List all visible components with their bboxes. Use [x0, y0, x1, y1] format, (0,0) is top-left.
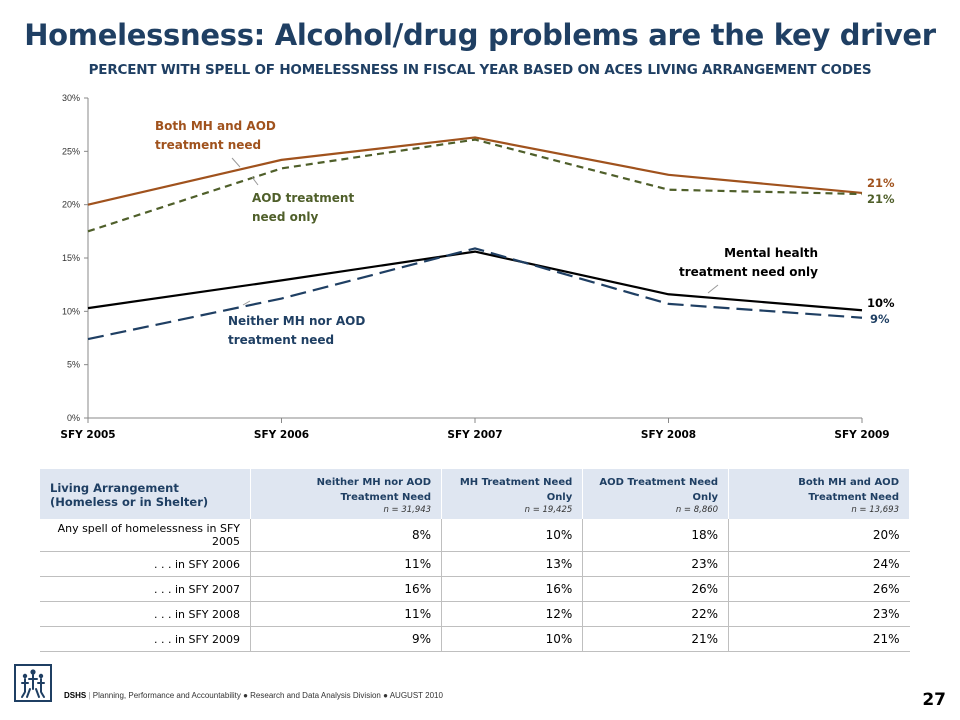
annotation-leader-line — [231, 157, 241, 168]
table-cell: 18% — [582, 519, 730, 552]
series-annotation: Both MH and AOD treatment need — [155, 119, 276, 152]
annotation-leader-line — [251, 176, 259, 186]
table-cell: 16% — [250, 576, 443, 602]
table-cell: 12% — [441, 601, 584, 627]
table-row: . . . in SFY 2008 11% 12% 22% 23% — [40, 601, 910, 627]
table-header-row: Living Arrangement (Homeless or in Shelt… — [40, 469, 910, 519]
series-end-label: 21% — [867, 176, 895, 190]
table-row: . . . in SFY 2006 11% 13% 23% 24% — [40, 551, 910, 577]
col-n: n = 31,943 — [383, 505, 432, 515]
col-name: Neither MH nor AOD Treatment Need — [316, 477, 432, 503]
table-col-header: MH Treatment Need Only n = 19,425 — [441, 469, 584, 519]
table-cell: 10% — [441, 626, 584, 652]
footer-description: Planning, Performance and Accountability… — [92, 691, 443, 700]
table-col-header: Both MH and AOD Treatment Need n = 13,69… — [728, 469, 910, 519]
x-tick-label: SFY 2008 — [641, 429, 696, 441]
y-tick-label: 10% — [62, 306, 80, 316]
table-cell: 11% — [250, 551, 443, 577]
table-col-header: AOD Treatment Need Only n = 8,860 — [582, 469, 730, 519]
annotation-line: need only — [252, 210, 318, 224]
y-tick-label: 0% — [67, 413, 80, 423]
row-label: . . . in SFY 2008 — [40, 601, 251, 627]
series-annotation: Neither MH nor AOD treatment need — [228, 314, 365, 347]
y-tick-label: 25% — [62, 146, 80, 156]
y-tick-label: 30% — [62, 93, 80, 103]
col-name: MH Treatment Need Only — [459, 477, 573, 503]
annotation-leader-line — [242, 300, 251, 306]
row-label: . . . in SFY 2006 — [40, 551, 251, 577]
x-tick-label: SFY 2009 — [834, 429, 889, 441]
footer-org: DSHS — [64, 691, 87, 700]
table-cell: 26% — [582, 576, 730, 602]
x-tick-label: SFY 2007 — [447, 429, 502, 441]
table-cell: 22% — [582, 601, 730, 627]
series-line — [87, 136, 863, 206]
row-label: . . . in SFY 2009 — [40, 626, 251, 652]
table-cell: 16% — [441, 576, 584, 602]
row-label: Any spell of homelessness in SFY 2005 — [40, 519, 251, 552]
table-cell: 8% — [250, 519, 443, 552]
annotation-line: Mental health — [724, 246, 818, 260]
annotation-line: Both MH and AOD — [155, 119, 276, 133]
annotation-line: treatment need — [228, 333, 334, 347]
table-corner-header: Living Arrangement (Homeless or in Shelt… — [40, 469, 251, 519]
series-line — [87, 247, 863, 341]
series-end-label: 9% — [870, 312, 890, 326]
table-cell: 10% — [441, 519, 584, 552]
table-cell: 21% — [728, 626, 910, 652]
table-row: . . . in SFY 2007 16% 16% 26% 26% — [40, 576, 910, 602]
series-end-label: 10% — [867, 296, 895, 310]
x-tick-label: SFY 2005 — [60, 429, 115, 441]
page-subtitle: PERCENT WITH SPELL OF HOMELESSNESS IN FI… — [88, 62, 872, 78]
table-cell: 13% — [441, 551, 584, 577]
table-cell: 26% — [728, 576, 910, 602]
col-name: Both MH and AOD Treatment Need — [798, 477, 899, 503]
annotation-leader-line — [707, 284, 719, 294]
homelessness-line-chart: 0% 5% 10% 15% 20% 25% 30% SFY 2005 SFY 2006 SFY 2… — [60, 93, 895, 441]
series-line — [87, 250, 863, 312]
series-end-label: 21% — [867, 192, 895, 206]
y-tick-label: 5% — [67, 360, 80, 370]
table-cell: 20% — [728, 519, 910, 552]
row-label: . . . in SFY 2007 — [40, 576, 251, 602]
dshs-logo-icon — [14, 664, 52, 702]
series-annotation: AOD treatment need only — [252, 191, 354, 224]
annotation-line: treatment need only — [679, 265, 818, 279]
page-title: Homelessness: Alcohol/drug problems are … — [24, 18, 936, 52]
table-cell: 23% — [728, 601, 910, 627]
col-n: n = 19,425 — [524, 505, 573, 515]
series-line — [87, 138, 863, 233]
y-tick-label: 20% — [62, 200, 80, 210]
annotation-line: AOD treatment — [252, 191, 354, 205]
series-annotation: Mental health treatment need only — [679, 246, 818, 279]
col-n: n = 8,860 — [675, 505, 719, 515]
table-cell: 24% — [728, 551, 910, 577]
col-n: n = 13,693 — [851, 505, 899, 515]
annotation-line: Neither MH nor AOD — [228, 314, 365, 328]
table-cell: 11% — [250, 601, 443, 627]
y-tick-label: 15% — [62, 253, 80, 263]
table-row: . . . in SFY 2009 9% 10% 21% 21% — [40, 626, 910, 652]
table-col-header: Neither MH nor AOD Treatment Need n = 31… — [250, 469, 443, 519]
data-table: Living Arrangement (Homeless or in Shelt… — [40, 469, 910, 652]
x-tick-label: SFY 2006 — [254, 429, 309, 441]
table-cell: 21% — [582, 626, 730, 652]
page-number: 27 — [922, 690, 946, 710]
annotation-line: treatment need — [155, 138, 261, 152]
table-row: Any spell of homelessness in SFY 2005 8%… — [40, 519, 910, 552]
col-name: AOD Treatment Need Only — [599, 477, 719, 503]
footer-text: DSHS | Planning, Performance and Account… — [64, 691, 443, 700]
table-cell: 23% — [582, 551, 730, 577]
table-cell: 9% — [250, 626, 443, 652]
